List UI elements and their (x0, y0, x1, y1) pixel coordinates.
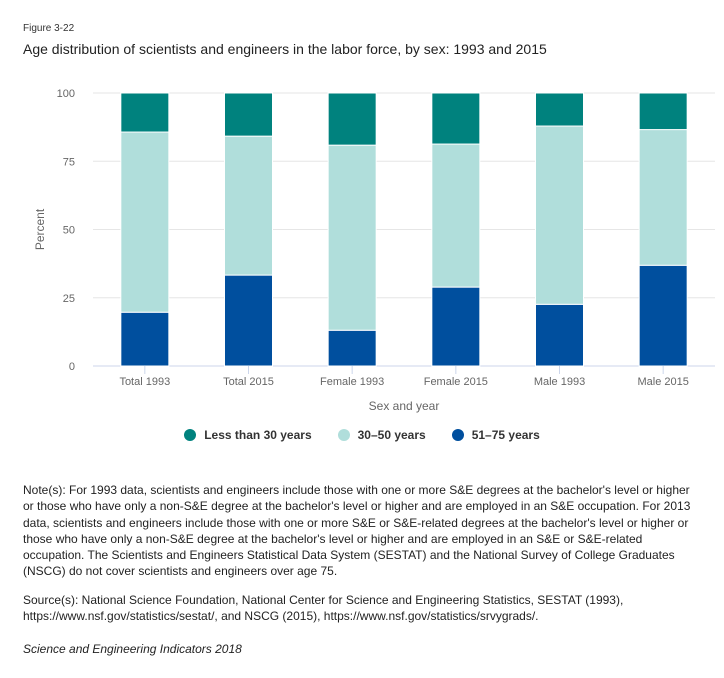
bar-segment (535, 92, 584, 127)
bar-segment (120, 311, 170, 367)
bar-segment (327, 329, 377, 367)
bar-segment (431, 92, 481, 145)
y-tick-label: 100 (57, 88, 75, 100)
y-tick-label: 25 (63, 293, 75, 305)
notes: Note(s): For 1993 data, scientists and e… (23, 483, 691, 579)
legend-label: 51–75 years (471, 428, 540, 442)
bar-segment (431, 143, 481, 288)
x-tick-label: Total 1993 (119, 376, 170, 388)
bar-segment (638, 129, 688, 266)
legend-label: 30–50 years (357, 428, 426, 442)
bar-segment (224, 92, 273, 137)
bar-segment (120, 92, 170, 133)
legend: Less than 30 years 30–50 years 51–75 yea… (0, 428, 724, 442)
bar-segment (638, 92, 688, 131)
bar-segment (327, 92, 377, 146)
figure-label: Figure 3-22 (23, 23, 75, 34)
y-tick-label: 75 (63, 156, 75, 168)
x-tick-label: Total 2015 (223, 376, 274, 388)
bar-segment (327, 144, 377, 331)
legend-item-30-50[interactable]: 30–50 years (337, 428, 426, 442)
legend-item-51-75[interactable]: 51–75 years (451, 428, 540, 442)
stacked-bar-chart: 0 25 50 75 100 Total 1993 Total 2015 Female 199… (33, 88, 715, 413)
x-tick-label: Female 1993 (320, 376, 384, 388)
x-tick-label: Male 2015 (637, 376, 688, 388)
source: Source(s): National Science Foundation, … (23, 593, 624, 624)
bar-segment (224, 135, 273, 276)
x-tick-label: Female 2015 (424, 376, 488, 388)
y-tick-label: 50 (63, 225, 75, 237)
x-tick-label: Male 1993 (534, 376, 585, 388)
legend-item-under-30[interactable]: Less than 30 years (184, 428, 312, 442)
chart-title: Age distribution of scientists and engin… (23, 41, 547, 57)
bar-segment (638, 264, 688, 367)
bar-segment (535, 303, 584, 367)
x-axis-label: Sex and year (369, 399, 440, 413)
citation: Science and Engineering Indicators 2018 (23, 642, 242, 656)
bar-segment (224, 274, 273, 367)
legend-swatch (184, 429, 197, 441)
bar-segment (535, 125, 584, 305)
y-tick-label: 0 (69, 361, 75, 373)
bar-segment (120, 131, 170, 313)
y-axis-label: Percent (33, 208, 47, 250)
legend-label: Less than 30 years (204, 428, 312, 442)
legend-swatch (451, 429, 464, 441)
bar-segment (431, 286, 481, 367)
legend-swatch (337, 429, 350, 441)
